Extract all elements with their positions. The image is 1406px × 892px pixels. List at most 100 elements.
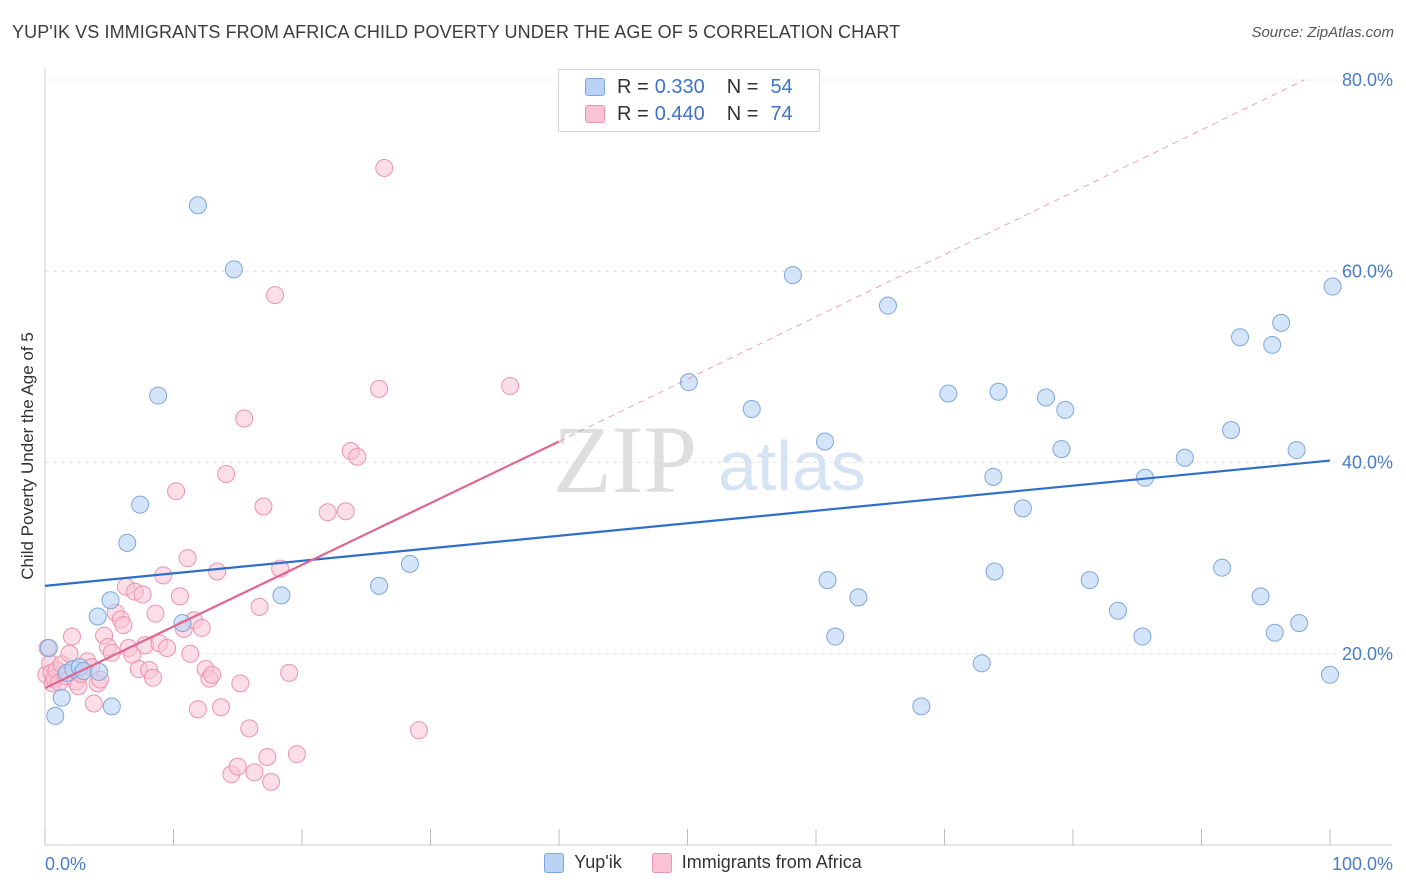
yupik-point	[272, 586, 291, 605]
yupik-point	[1080, 571, 1099, 590]
africa-point	[181, 644, 200, 663]
africa-point	[203, 665, 222, 684]
yupik-point	[370, 576, 389, 595]
africa-point	[170, 587, 189, 606]
africa-point	[280, 663, 299, 682]
yupik-point	[1052, 440, 1071, 459]
y-tick-label: 40.0%	[1342, 453, 1393, 473]
legend-label-africa: Immigrants from Africa	[681, 852, 862, 872]
yupik-point	[679, 373, 698, 392]
gridlines	[45, 79, 1392, 655]
africa-point	[143, 668, 162, 687]
africa-point	[287, 745, 306, 764]
legend-r-label: R =	[617, 102, 649, 125]
legend-r-value: 0.330	[654, 75, 705, 98]
yupik-point	[783, 266, 802, 285]
yupik-point	[815, 432, 834, 451]
africa-point	[254, 497, 273, 516]
yupik-point	[224, 260, 243, 279]
correlation-legend: R = 0.330 N = 54 R = 0.440 N = 74	[558, 69, 820, 132]
africa-point	[348, 447, 367, 466]
series-legend: Yup'ik Immigrants from Africa	[0, 852, 1406, 873]
yupik-swatch	[585, 78, 605, 96]
africa-swatch	[585, 105, 605, 123]
yupik-point	[826, 627, 845, 646]
africa-point	[235, 409, 254, 428]
yupik-point	[39, 639, 58, 658]
yupik-point	[939, 384, 958, 403]
yupik-point	[118, 533, 137, 552]
africa-point	[370, 379, 389, 398]
africa-point	[192, 618, 211, 637]
yupik-trend-line	[44, 459, 1331, 587]
yupik-point	[989, 382, 1008, 401]
yupik-point	[1287, 441, 1306, 460]
yupik-point	[88, 607, 107, 626]
africa-point	[212, 698, 231, 717]
africa-point	[266, 286, 285, 305]
africa-point	[62, 627, 81, 646]
legend-r-label: R =	[617, 75, 649, 98]
tick-labels: 20.0% 40.0% 60.0% 80.0% 0.0% 100.0%	[45, 70, 1393, 874]
yupik-point	[1037, 388, 1056, 407]
legend-n-label: N =	[726, 102, 759, 125]
yupik-point	[1265, 623, 1284, 642]
africa-point	[258, 748, 277, 767]
yupik-point	[102, 697, 121, 716]
africa-point	[409, 721, 428, 740]
yupik-point	[101, 591, 120, 610]
yupik-point	[1272, 313, 1291, 332]
yupik-point	[1263, 335, 1282, 354]
yupik-point	[1231, 328, 1250, 347]
legend-n-value: 54	[770, 75, 793, 98]
africa-point	[318, 503, 337, 522]
yupik-point	[972, 654, 991, 673]
legend-item-africa: Immigrants from Africa	[651, 852, 862, 873]
africa-point	[188, 700, 207, 719]
africa-point	[501, 377, 520, 395]
africa-point	[336, 502, 355, 521]
legend-n-value: 74	[770, 102, 793, 125]
yupik-legend-swatch	[544, 852, 565, 873]
legend-r-value: 0.440	[654, 102, 705, 125]
africa-point	[217, 464, 236, 483]
y-axis-label: Child Poverty Under the Age of 5	[18, 332, 37, 580]
africa-point	[158, 639, 177, 658]
africa-point	[167, 482, 186, 501]
yupik-point	[878, 296, 897, 315]
source-label: Source: ZipAtlas.com	[1251, 24, 1394, 41]
yupik-point	[1213, 558, 1232, 577]
yupik-point	[74, 661, 93, 680]
watermark-zip: ZIP	[553, 406, 697, 513]
yupik-point	[849, 588, 868, 607]
yupik-point	[984, 467, 1003, 486]
africa-point	[208, 562, 227, 581]
yupik-points	[39, 196, 1342, 725]
x-tick-label: 0.0%	[45, 854, 86, 874]
legend-item-yupik: Yup'ik	[544, 852, 622, 873]
africa-point	[146, 604, 165, 623]
africa-point	[133, 585, 152, 604]
africa-trend-line	[44, 440, 560, 690]
yupik-point	[1222, 420, 1241, 439]
yupik-point	[985, 562, 1004, 581]
y-tick-label: 60.0%	[1342, 261, 1393, 281]
africa-point	[250, 597, 269, 616]
africa-point	[245, 763, 264, 782]
africa-point	[84, 694, 103, 713]
africa-point	[114, 616, 133, 635]
africa-trend-extension	[558, 79, 1305, 442]
yupik-point	[1056, 400, 1075, 419]
watermark: ZIP atlas	[553, 406, 866, 513]
yupik-point	[742, 399, 761, 418]
yupik-point	[1290, 614, 1309, 633]
yupik-point	[1321, 665, 1339, 684]
yupik-point	[1323, 277, 1342, 296]
yupik-point	[131, 495, 150, 514]
africa-point	[375, 158, 394, 177]
africa-legend-swatch	[651, 852, 672, 873]
legend-row-yupik: R = 0.330 N = 54	[585, 76, 793, 98]
yupik-point	[46, 706, 65, 725]
yupik-point	[400, 554, 419, 573]
